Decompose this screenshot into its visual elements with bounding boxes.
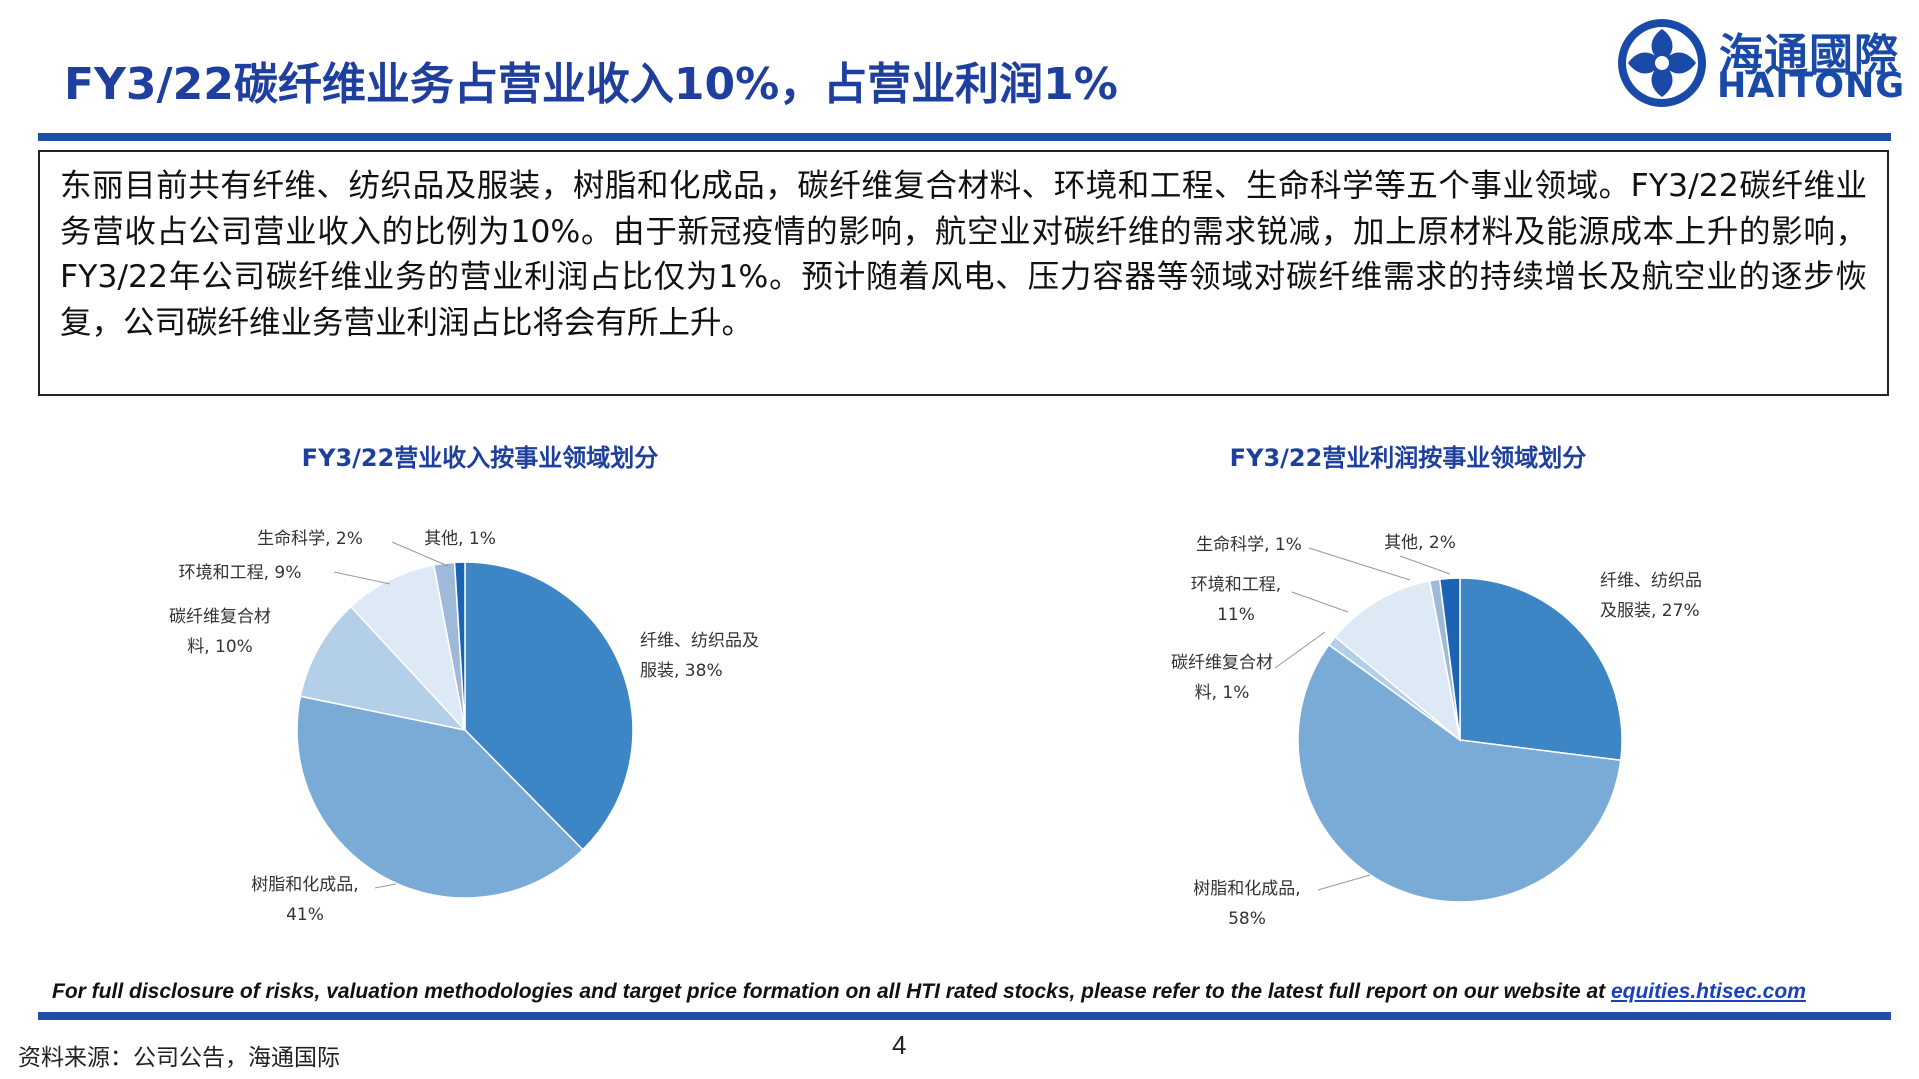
slice-label: 树脂和化成品, 58% [1193,879,1300,929]
profit-pie-chart: FY3/22营业利润按事业领域划分纤维、纺织品及服装, 27% 树脂和化成品, 58… [1100,430,1860,950]
page-title: FY3/22碳纤维业务占营业收入10%，占营业利润1% [64,59,1118,110]
website-link[interactable]: equities.htisec.com [1610,980,1806,1003]
haitong-logo-icon [1618,19,1706,107]
chart-title: FY3/22营业利润按事业领域划分 [1230,444,1587,472]
leader-line [1399,555,1451,575]
slice-label: 环境和工程, 11% [1191,575,1281,625]
slice-label: 碳纤维复合材料, 10% [169,607,271,657]
leader-line [1308,547,1411,581]
pie-slice-3 [1334,579,1462,742]
source-note: 资料来源：公司公告，海通国际 [18,1045,340,1071]
logo-text-en: HAITONG [1717,66,1906,106]
haitong-logo: 海通國際 HAITONG [1614,15,1904,110]
slice-label: 生命科学, 2% [257,529,363,549]
leader-line [1274,631,1326,669]
slice-label: 其他, 1% [424,529,496,549]
pie-slice-5 [453,561,466,731]
footer-divider [38,1012,1891,1020]
leader-line [333,571,391,585]
leader-line [391,541,449,567]
disclaimer-text: For full disclosure of risks, valuation … [52,980,1806,1004]
pie-slice-0 [464,561,634,851]
leader-line [1291,591,1349,613]
slice-label: 树脂和化成品, 41% [251,875,358,925]
pie-slice-5 [1438,577,1461,741]
summary-box: 东丽目前共有纤维、纺织品及服装，树脂和化成品，碳纤维复合材料、环境和工程、生命科… [38,150,1889,396]
logo-text-cn: 海通國際 [1719,30,1899,81]
pie-slice-2 [299,605,468,732]
slice-label: 碳纤维复合材料, 1% [1171,653,1273,703]
revenue-pie-chart: FY3/22营业收入按事业领域划分纤维、纺织品及服装, 38% 树脂和化成品, 41… [150,430,910,950]
leader-line [374,883,397,889]
pie-slice-1 [296,695,584,899]
slice-label: 环境和工程, 9% [179,563,302,583]
pie-slice-0 [1459,577,1623,762]
disclaimer-body: For full disclosure of risks, valuation … [52,980,1611,1003]
slice-label: 生命科学, 1% [1196,535,1302,555]
slice-label: 纤维、纺织品及服装, 38% [640,631,759,681]
slice-label: 其他, 2% [1384,533,1456,553]
pie-slice-3 [349,564,467,733]
leader-line [1317,874,1371,891]
slice-label: 纤维、纺织品及服装, 27% [1600,571,1702,621]
header-divider [38,133,1891,141]
chart-title: FY3/22营业收入按事业领域划分 [302,444,659,472]
page-number: 4 [892,1030,907,1060]
pie-slice-1 [1297,643,1622,903]
